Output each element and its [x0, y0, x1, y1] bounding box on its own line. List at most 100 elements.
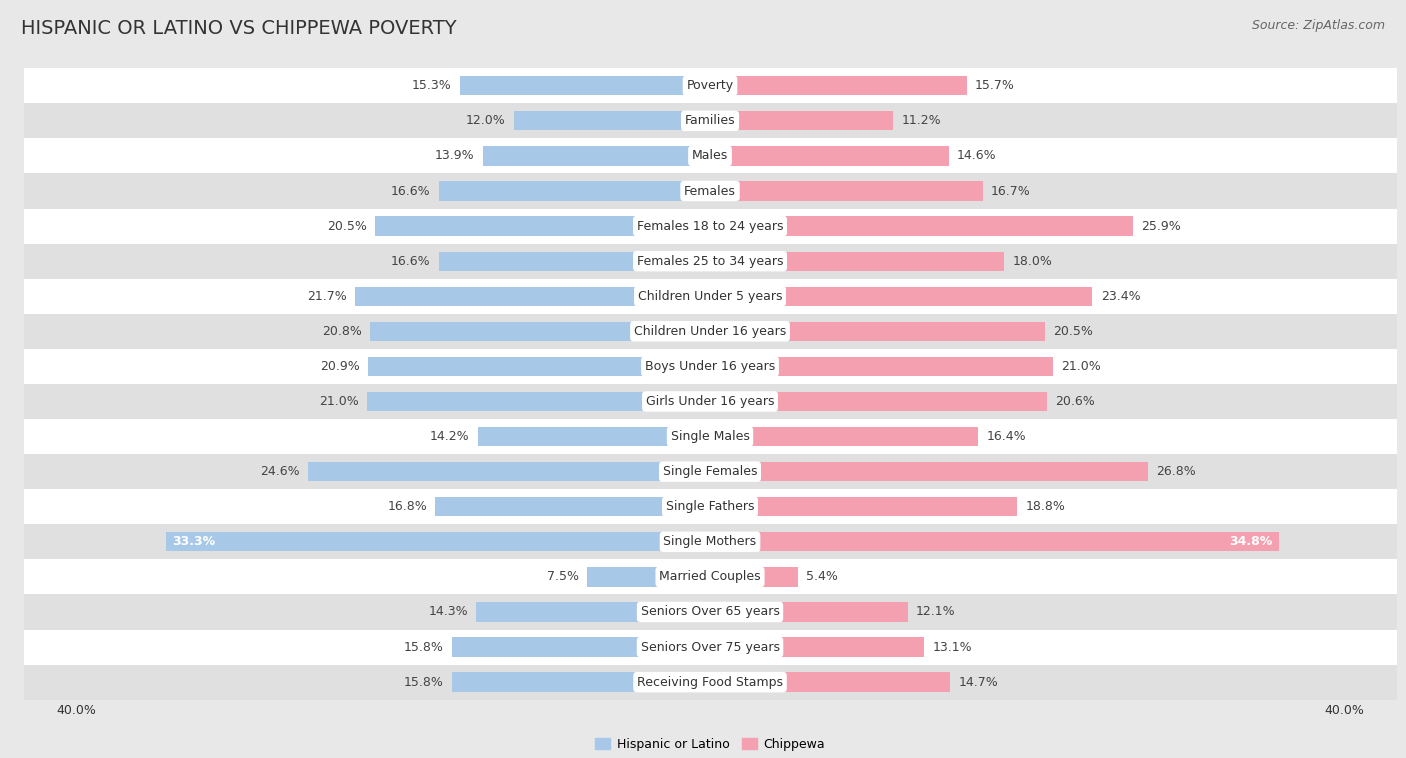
- Text: 14.2%: 14.2%: [430, 430, 470, 443]
- Bar: [478, 427, 710, 446]
- Text: 40.0%: 40.0%: [56, 704, 96, 717]
- Text: Single Males: Single Males: [671, 430, 749, 443]
- Bar: [710, 567, 799, 587]
- FancyBboxPatch shape: [24, 629, 1396, 665]
- Bar: [710, 532, 1279, 552]
- Text: Single Females: Single Females: [662, 465, 758, 478]
- Bar: [166, 532, 710, 552]
- FancyBboxPatch shape: [24, 279, 1396, 314]
- FancyBboxPatch shape: [24, 208, 1396, 243]
- Text: 24.6%: 24.6%: [260, 465, 299, 478]
- Bar: [710, 321, 1045, 341]
- Text: 20.9%: 20.9%: [321, 360, 360, 373]
- Bar: [710, 76, 967, 96]
- Bar: [370, 321, 710, 341]
- Text: 14.3%: 14.3%: [429, 606, 468, 619]
- Bar: [482, 146, 710, 165]
- Text: 25.9%: 25.9%: [1142, 220, 1181, 233]
- Bar: [710, 637, 924, 656]
- Text: 12.0%: 12.0%: [465, 114, 506, 127]
- Bar: [451, 637, 710, 656]
- Text: 15.8%: 15.8%: [404, 641, 444, 653]
- Bar: [710, 217, 1133, 236]
- Bar: [710, 462, 1149, 481]
- Text: Married Couples: Married Couples: [659, 570, 761, 584]
- Bar: [710, 111, 893, 130]
- Text: Single Fathers: Single Fathers: [666, 500, 754, 513]
- Legend: Hispanic or Latino, Chippewa: Hispanic or Latino, Chippewa: [591, 733, 830, 756]
- Text: Boys Under 16 years: Boys Under 16 years: [645, 360, 775, 373]
- FancyBboxPatch shape: [24, 174, 1396, 208]
- Bar: [710, 497, 1018, 516]
- Bar: [367, 392, 710, 411]
- Text: 16.7%: 16.7%: [991, 184, 1031, 198]
- FancyBboxPatch shape: [24, 349, 1396, 384]
- Text: Females 25 to 34 years: Females 25 to 34 years: [637, 255, 783, 268]
- FancyBboxPatch shape: [24, 419, 1396, 454]
- Bar: [460, 76, 710, 96]
- Text: 7.5%: 7.5%: [547, 570, 579, 584]
- Bar: [710, 672, 950, 692]
- Text: 15.7%: 15.7%: [974, 80, 1015, 92]
- Text: 33.3%: 33.3%: [173, 535, 215, 548]
- Bar: [515, 111, 710, 130]
- Bar: [710, 287, 1092, 306]
- Bar: [710, 603, 908, 622]
- Text: Families: Families: [685, 114, 735, 127]
- Text: 18.8%: 18.8%: [1025, 500, 1066, 513]
- Bar: [710, 181, 983, 201]
- FancyBboxPatch shape: [24, 139, 1396, 174]
- Text: 5.4%: 5.4%: [807, 570, 838, 584]
- FancyBboxPatch shape: [24, 103, 1396, 139]
- Bar: [356, 287, 710, 306]
- Text: Seniors Over 75 years: Seniors Over 75 years: [641, 641, 779, 653]
- Text: 18.0%: 18.0%: [1012, 255, 1052, 268]
- Text: 13.1%: 13.1%: [932, 641, 972, 653]
- Text: 21.7%: 21.7%: [308, 290, 347, 302]
- Bar: [308, 462, 710, 481]
- Text: 15.8%: 15.8%: [404, 675, 444, 688]
- Bar: [439, 181, 710, 201]
- Text: 14.6%: 14.6%: [957, 149, 997, 162]
- Text: 23.4%: 23.4%: [1101, 290, 1140, 302]
- Text: Females 18 to 24 years: Females 18 to 24 years: [637, 220, 783, 233]
- Bar: [375, 217, 710, 236]
- Text: 40.0%: 40.0%: [1324, 704, 1364, 717]
- Text: 16.6%: 16.6%: [391, 184, 430, 198]
- Bar: [710, 252, 1004, 271]
- Bar: [710, 146, 949, 165]
- Text: 16.8%: 16.8%: [388, 500, 427, 513]
- Bar: [436, 497, 710, 516]
- Bar: [477, 603, 710, 622]
- FancyBboxPatch shape: [24, 559, 1396, 594]
- Text: 16.6%: 16.6%: [391, 255, 430, 268]
- FancyBboxPatch shape: [24, 525, 1396, 559]
- FancyBboxPatch shape: [24, 454, 1396, 489]
- Text: 16.4%: 16.4%: [986, 430, 1026, 443]
- Text: Females: Females: [685, 184, 735, 198]
- Bar: [710, 427, 979, 446]
- Text: 20.5%: 20.5%: [1053, 325, 1092, 338]
- Text: Single Mothers: Single Mothers: [664, 535, 756, 548]
- Bar: [588, 567, 710, 587]
- Bar: [368, 357, 710, 376]
- FancyBboxPatch shape: [24, 665, 1396, 700]
- Text: HISPANIC OR LATINO VS CHIPPEWA POVERTY: HISPANIC OR LATINO VS CHIPPEWA POVERTY: [21, 19, 457, 38]
- Text: 34.8%: 34.8%: [1229, 535, 1272, 548]
- Text: Males: Males: [692, 149, 728, 162]
- FancyBboxPatch shape: [24, 68, 1396, 103]
- FancyBboxPatch shape: [24, 594, 1396, 629]
- FancyBboxPatch shape: [24, 384, 1396, 419]
- Bar: [710, 357, 1053, 376]
- FancyBboxPatch shape: [24, 314, 1396, 349]
- Text: 20.6%: 20.6%: [1054, 395, 1095, 408]
- Bar: [451, 672, 710, 692]
- Text: 11.2%: 11.2%: [901, 114, 941, 127]
- Text: Children Under 16 years: Children Under 16 years: [634, 325, 786, 338]
- Text: 26.8%: 26.8%: [1156, 465, 1197, 478]
- Text: Girls Under 16 years: Girls Under 16 years: [645, 395, 775, 408]
- Text: 12.1%: 12.1%: [915, 606, 956, 619]
- Text: Receiving Food Stamps: Receiving Food Stamps: [637, 675, 783, 688]
- FancyBboxPatch shape: [24, 489, 1396, 525]
- Text: 21.0%: 21.0%: [319, 395, 359, 408]
